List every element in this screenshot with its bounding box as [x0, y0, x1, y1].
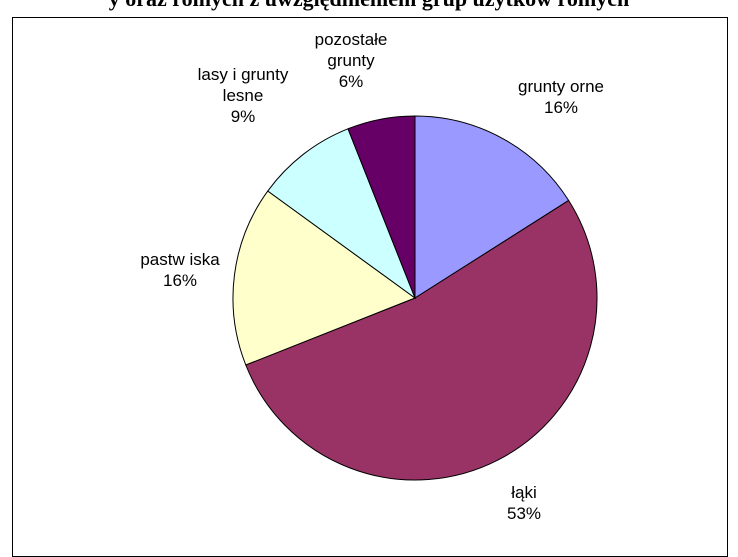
slice-label: lasy i grunty — [198, 65, 289, 84]
slice-percent-label: 16% — [163, 271, 197, 290]
slice-percent-label: 16% — [544, 98, 578, 117]
pie-slice — [232, 190, 417, 366]
pie-chart: grunty orne 16% łąki 53% pastw iska 16% lasy i… — [140, 30, 604, 523]
slice-percent-label: 9% — [231, 107, 256, 126]
slice-label: grunty — [327, 51, 375, 70]
pie-slice — [347, 115, 416, 299]
slice-label: pozostałe — [315, 30, 388, 49]
pie-slice — [414, 115, 570, 299]
slice-label: pastw iska — [140, 250, 220, 269]
pie-slice — [245, 199, 598, 481]
slice-label: lesne — [223, 86, 264, 105]
slice-percent-label: 53% — [507, 504, 541, 523]
chart-caption: y oraz rolnych z uwzględnieniem grup uży… — [0, 0, 738, 16]
slice-label: grunty orne — [518, 77, 604, 96]
slice-label: łąki — [511, 483, 537, 502]
slice-percent-label: 6% — [339, 72, 364, 91]
pie-slice — [267, 128, 417, 300]
